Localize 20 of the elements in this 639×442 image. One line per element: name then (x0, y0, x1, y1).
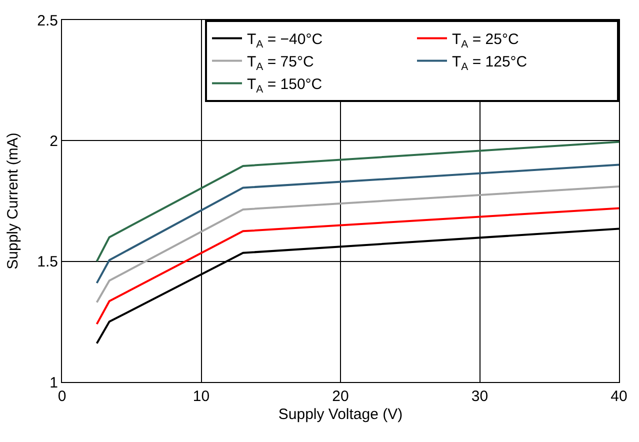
legend-label: T$_{A}$ = −40°C (247, 31, 323, 50)
y-tick-label: 2.5 (37, 12, 58, 30)
line-series (96, 186, 619, 304)
y-axis-title: Supply Current (mA) (4, 132, 22, 270)
line-series (96, 140, 619, 262)
x-axis-title: Supply Voltage (V) (278, 406, 403, 423)
y-tick-label: 1 (50, 374, 58, 392)
line-series (96, 207, 619, 326)
y-tick-label: 1.5 (37, 254, 58, 271)
legend-label: T$_{A}$ = 75°C (247, 54, 314, 73)
x-tick-label: 20 (332, 388, 349, 405)
y-tick-label: 2 (50, 132, 58, 150)
x-tick-label: 30 (471, 388, 488, 405)
x-tick-label: 0 (58, 388, 66, 405)
legend-label: T$_{A}$ = 125°C (452, 54, 528, 73)
x-tick-label: 40 (610, 388, 628, 405)
line-series (96, 164, 619, 284)
legend-label: T$_{A}$ = 150°C (247, 76, 322, 96)
x-tick-label: 10 (192, 388, 210, 405)
legend-label: T$_{A}$ = 25°C (452, 31, 519, 50)
